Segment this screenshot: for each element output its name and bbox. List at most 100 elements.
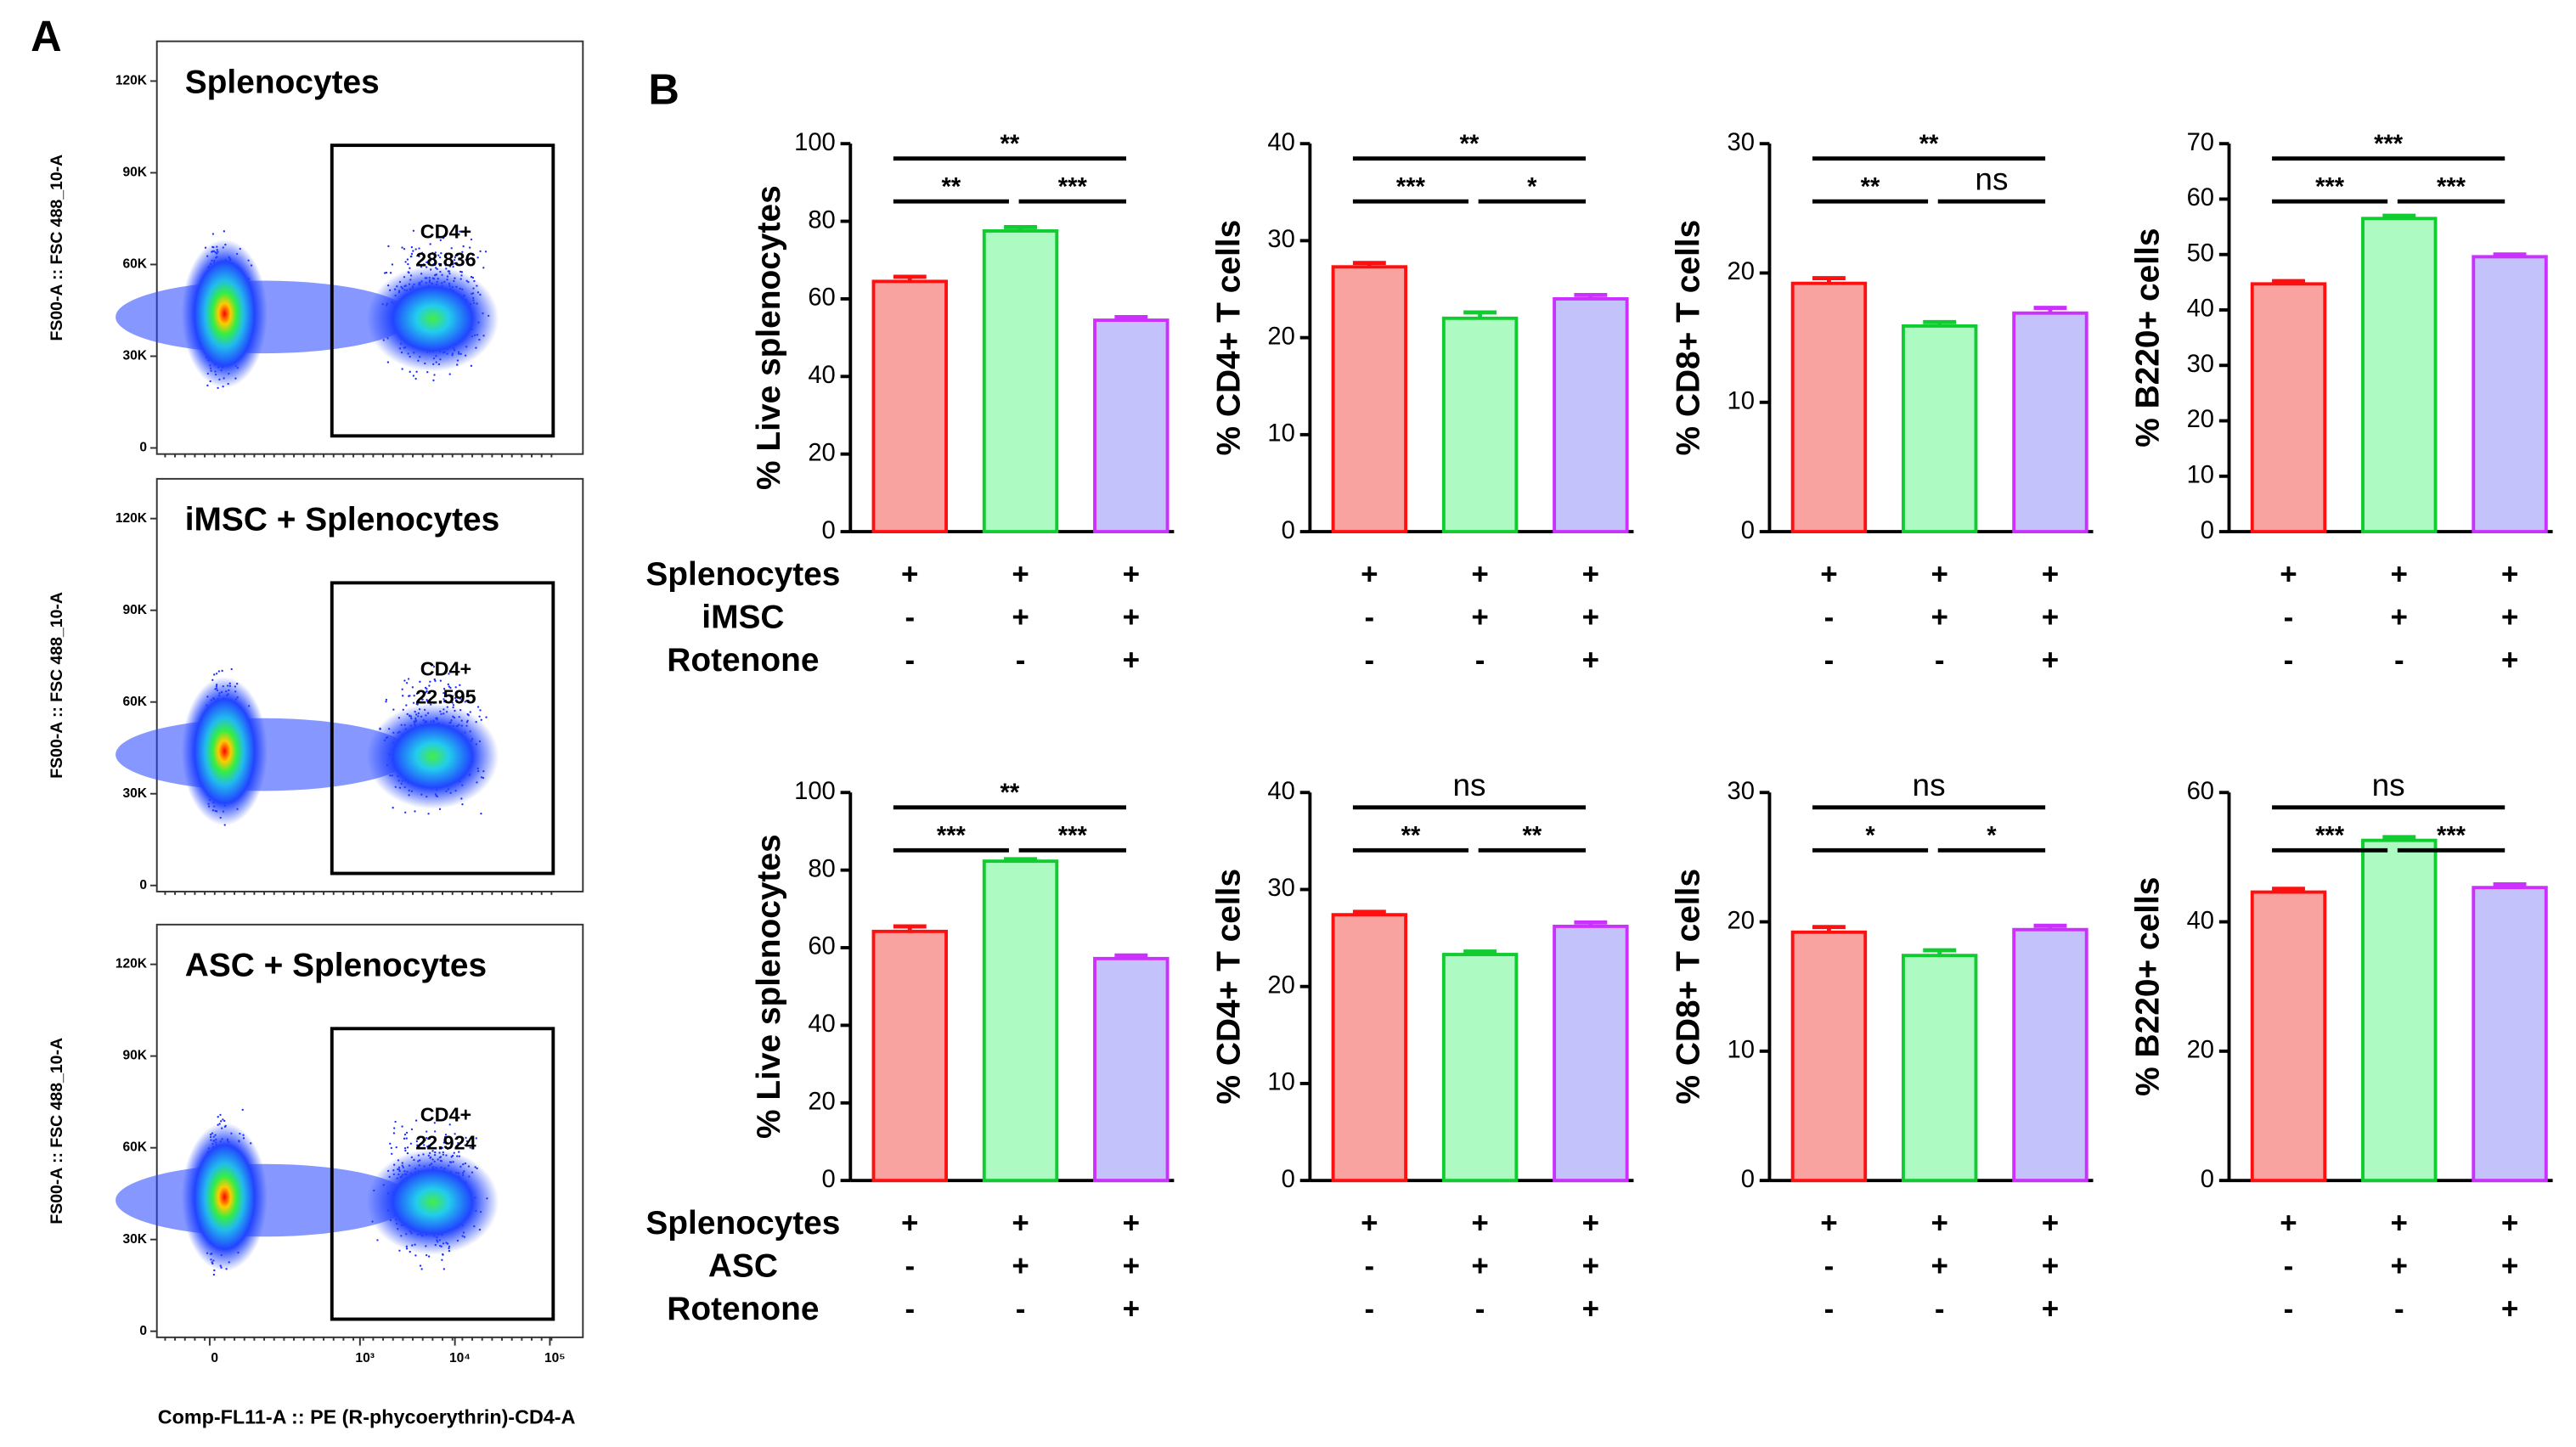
dot xyxy=(442,1268,446,1270)
dot xyxy=(409,1142,413,1145)
significance-label: *** xyxy=(937,822,967,849)
density-cloud xyxy=(116,229,499,390)
y-tick-label: 90K xyxy=(123,603,148,617)
dot xyxy=(433,1122,436,1124)
y-tick-label: 40 xyxy=(1267,129,1294,156)
dot xyxy=(444,1134,448,1136)
dot xyxy=(452,704,455,707)
dot xyxy=(407,262,409,266)
error-bar xyxy=(1352,261,1386,267)
y-tick-label: 10 xyxy=(1728,387,1755,414)
condition-mark: - xyxy=(1824,644,1835,677)
condition-mark: + xyxy=(1012,1249,1029,1282)
condition-mark: - xyxy=(1016,1292,1026,1326)
bar xyxy=(1093,956,1170,1183)
x-tick-label: 10⁴ xyxy=(449,1351,471,1365)
dot xyxy=(479,250,482,253)
y-tick-label: 120K xyxy=(116,957,148,971)
condition-mark: + xyxy=(1471,1249,1488,1282)
condition-mark: + xyxy=(1931,1207,1948,1240)
significance-label: ** xyxy=(1523,822,1542,849)
dot xyxy=(462,245,465,248)
dot xyxy=(426,700,429,702)
dot xyxy=(484,251,488,253)
dot xyxy=(217,670,221,673)
dot xyxy=(420,251,424,254)
significance-label: *** xyxy=(2374,131,2404,158)
dot xyxy=(427,701,431,704)
dot xyxy=(405,1137,408,1140)
y-tick-label: 0 xyxy=(139,1324,147,1338)
dot xyxy=(405,682,409,684)
dot xyxy=(403,1137,406,1140)
y-tick-label: 40 xyxy=(1267,778,1294,805)
y-tick-label: 20 xyxy=(1267,323,1294,350)
condition-mark: + xyxy=(1123,1292,1140,1326)
y-tick-label: 0 xyxy=(139,441,147,455)
dot xyxy=(446,1147,449,1151)
dot xyxy=(426,261,428,264)
condition-mark: + xyxy=(1361,558,1378,591)
dot xyxy=(427,1255,431,1258)
condition-mark: - xyxy=(1824,600,1835,633)
dot xyxy=(427,813,430,815)
error-bar xyxy=(1114,314,1148,321)
dot xyxy=(395,1146,397,1149)
error-bar xyxy=(2033,306,2067,313)
dot xyxy=(385,698,388,701)
dot xyxy=(437,254,440,256)
dot xyxy=(469,1146,471,1149)
dot xyxy=(433,257,436,260)
dot xyxy=(392,708,395,711)
y-tick-label: 40 xyxy=(808,362,835,389)
dot xyxy=(414,810,416,813)
bar xyxy=(1553,296,1629,534)
dot xyxy=(470,364,473,367)
dot xyxy=(415,692,419,695)
dot xyxy=(465,1140,469,1143)
dot xyxy=(440,251,442,255)
dot xyxy=(442,691,445,695)
gate xyxy=(330,144,555,438)
condition-mark: - xyxy=(1365,600,1375,633)
condition-mark: - xyxy=(2284,1249,2294,1282)
dot xyxy=(402,695,404,697)
condition-mark: + xyxy=(1123,558,1140,591)
plot-frame xyxy=(155,477,584,892)
y-axis-label: FS00-A :: FSC 488_10-A xyxy=(48,1038,66,1225)
dot xyxy=(414,248,417,251)
y-tick-label: 80 xyxy=(808,206,835,234)
condition-mark: - xyxy=(1475,644,1485,677)
y-tick-label: 30K xyxy=(123,786,148,801)
dot xyxy=(217,386,219,390)
condition-mark: - xyxy=(1016,644,1026,677)
y-tick-label: 30 xyxy=(1728,129,1755,156)
dot xyxy=(441,1146,443,1149)
condition-mark: + xyxy=(1012,1207,1029,1240)
density xyxy=(181,677,268,826)
dot xyxy=(215,673,218,675)
bar xyxy=(2361,838,2438,1183)
y-tick-label: 10 xyxy=(2187,462,2214,489)
dot xyxy=(465,258,467,262)
dot xyxy=(458,1151,460,1153)
condition-mark: + xyxy=(1582,1292,1599,1326)
dot xyxy=(425,1253,428,1257)
density-cloud xyxy=(116,665,499,826)
dot xyxy=(415,370,418,373)
dot xyxy=(457,1141,459,1145)
dot xyxy=(426,688,428,690)
condition-mark: - xyxy=(1365,1292,1375,1326)
dot xyxy=(424,1139,426,1141)
error-bar xyxy=(2382,835,2416,841)
y-tick-label: 70 xyxy=(2187,129,2214,156)
dot xyxy=(390,1146,393,1150)
condition-mark: + xyxy=(1931,1249,1948,1282)
error-bar xyxy=(2493,252,2527,257)
x-tick-label: 10³ xyxy=(355,1351,374,1365)
y-axis-label: FS00-A :: FSC 488_10-A xyxy=(48,155,66,341)
bar xyxy=(982,229,1059,534)
dot xyxy=(387,245,390,248)
dot xyxy=(405,1131,409,1135)
dot xyxy=(439,239,442,242)
